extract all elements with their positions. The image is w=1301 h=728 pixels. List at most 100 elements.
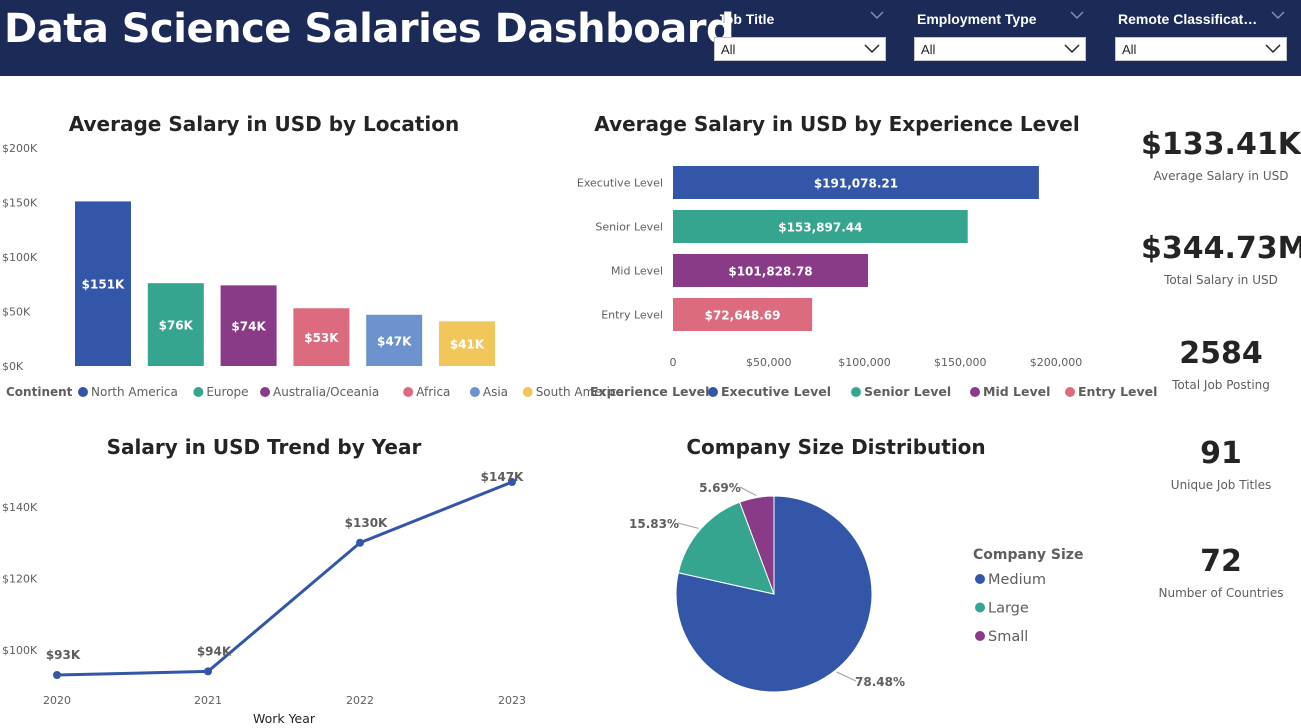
dropdown-value: All [1122, 42, 1137, 57]
legend-item: Europe [206, 385, 248, 399]
job-title-dropdown[interactable]: All [714, 37, 886, 61]
category-label: Senior Level [595, 221, 663, 234]
kpi-label: Unique Job Titles [1170, 478, 1272, 492]
x-tick-label: $50,000 [746, 356, 792, 369]
slicer-header[interactable]: Job Title [714, 8, 886, 32]
legend-marker [851, 387, 861, 397]
data-point [204, 667, 212, 676]
employment-type-dropdown[interactable]: All [914, 37, 1086, 61]
kpi-unique-job-titles: 91 Unique Job Titles [1141, 436, 1301, 492]
y-tick-label: $0K [2, 360, 24, 373]
bar-data-label: $191,078.21 [814, 177, 898, 191]
bar [673, 210, 968, 243]
leader-line [677, 522, 699, 529]
bar-data-label: $41K [450, 338, 485, 352]
kpi-label: Number of Countries [1158, 586, 1284, 600]
legend-item: Executive Level [721, 384, 831, 399]
dropdown-value: All [921, 42, 936, 57]
x-tick-label: $100,000 [838, 356, 891, 369]
x-tick-label: 2023 [498, 694, 526, 707]
kpi-value: 91 [1200, 436, 1242, 471]
bar [293, 308, 350, 366]
legend-marker [970, 387, 980, 397]
chevron-down-icon [1265, 44, 1281, 54]
y-tick-label: $50K [2, 306, 31, 319]
kpi-label: Total Job Posting [1172, 378, 1270, 392]
bar-data-label: $76K [159, 319, 194, 333]
legend-marker [260, 387, 271, 397]
slicer-header[interactable]: Remote Classificati... [1115, 8, 1287, 32]
remote-classification-slicer: Remote Classificati... All [1115, 8, 1287, 61]
category-label: Executive Level [577, 177, 663, 190]
kpi-value: 2584 [1179, 336, 1263, 371]
y-tick-label: $200K [2, 142, 38, 155]
legend-item: Africa [416, 385, 450, 399]
chevron-down-icon [864, 44, 880, 54]
legend-marker [975, 602, 985, 613]
y-tick-label: $140K [2, 501, 38, 514]
data-point [53, 671, 61, 679]
legend-title: Experience Level [590, 384, 709, 399]
bar [673, 298, 813, 331]
category-label: Entry Level [601, 309, 663, 322]
kpi-total-salary: $344.73M Total Salary in USD [1141, 231, 1301, 287]
point-data-label: $94K [197, 644, 232, 658]
x-tick-label: $150,000 [934, 356, 987, 369]
legend-marker [975, 574, 985, 584]
x-tick-label: 2021 [194, 694, 222, 707]
chevron-down-icon [1064, 44, 1080, 54]
leader-line [836, 671, 857, 682]
legend-item: Asia [483, 385, 508, 399]
x-tick-label: 2022 [346, 694, 374, 707]
chevron-down-icon[interactable] [870, 10, 884, 20]
legend-item: Senior Level [864, 384, 951, 399]
legend-item: Medium [988, 572, 1046, 588]
x-tick-label: 2020 [43, 694, 71, 707]
point-data-label: $130K [345, 516, 388, 530]
dropdown-value: All [721, 42, 736, 57]
bar [366, 314, 423, 366]
bar [75, 201, 131, 366]
kpi-number-of-countries: 72 Number of Countries [1141, 544, 1301, 600]
bar [439, 321, 495, 366]
dashboard-header: Data Science Salaries Dashboard Job Titl… [0, 0, 1301, 76]
kpi-value: $344.73M [1141, 231, 1301, 266]
slice-data-label: 78.48% [855, 675, 905, 689]
bar-data-label: $47K [377, 334, 412, 348]
bar [673, 166, 1039, 199]
legend-marker [975, 631, 985, 641]
chevron-down-icon[interactable] [1070, 10, 1084, 20]
chevron-down-icon[interactable] [1271, 10, 1285, 20]
bar-data-label: $153,897.44 [778, 221, 862, 235]
x-tick-label: $200,000 [1030, 356, 1083, 369]
legend-title: Company Size [973, 547, 1083, 563]
bar-data-label: $53K [304, 331, 339, 345]
location-chart-title: Average Salary in USD by Location [68, 112, 460, 136]
legend-marker [193, 387, 204, 397]
data-point [508, 478, 516, 486]
bar-data-label: $74K [231, 320, 266, 334]
remote-classification-dropdown[interactable]: All [1115, 37, 1287, 61]
dashboard-title: Data Science Salaries Dashboard [4, 6, 735, 52]
x-axis-title: Work Year [253, 711, 316, 726]
y-tick-label: $100K [2, 644, 38, 657]
bar-data-label: $72,648.69 [705, 309, 781, 323]
legend-item: Australia/Oceania [273, 385, 379, 399]
kpi-total-job-posting: 2584 Total Job Posting [1141, 336, 1301, 392]
data-point [356, 538, 364, 547]
kpi-value: 72 [1200, 544, 1242, 579]
slicer-header[interactable]: Employment Type [914, 8, 1086, 32]
legend-item: Entry Level [1078, 384, 1157, 399]
legend-title: Continent [6, 385, 73, 399]
legend-marker [522, 387, 533, 397]
legend-marker [708, 387, 718, 397]
job-title-slicer: Job Title All [714, 8, 886, 61]
trend-chart-title: Salary in USD Trend by Year [106, 435, 422, 459]
bar-data-label: $101,828.78 [728, 265, 812, 279]
y-tick-label: $150K [2, 197, 38, 210]
legend-marker [78, 387, 88, 397]
kpi-label: Average Salary in USD [1153, 169, 1289, 183]
pie-slice [739, 495, 775, 595]
leader-line [739, 486, 757, 497]
x-tick-label: 0 [670, 356, 677, 369]
